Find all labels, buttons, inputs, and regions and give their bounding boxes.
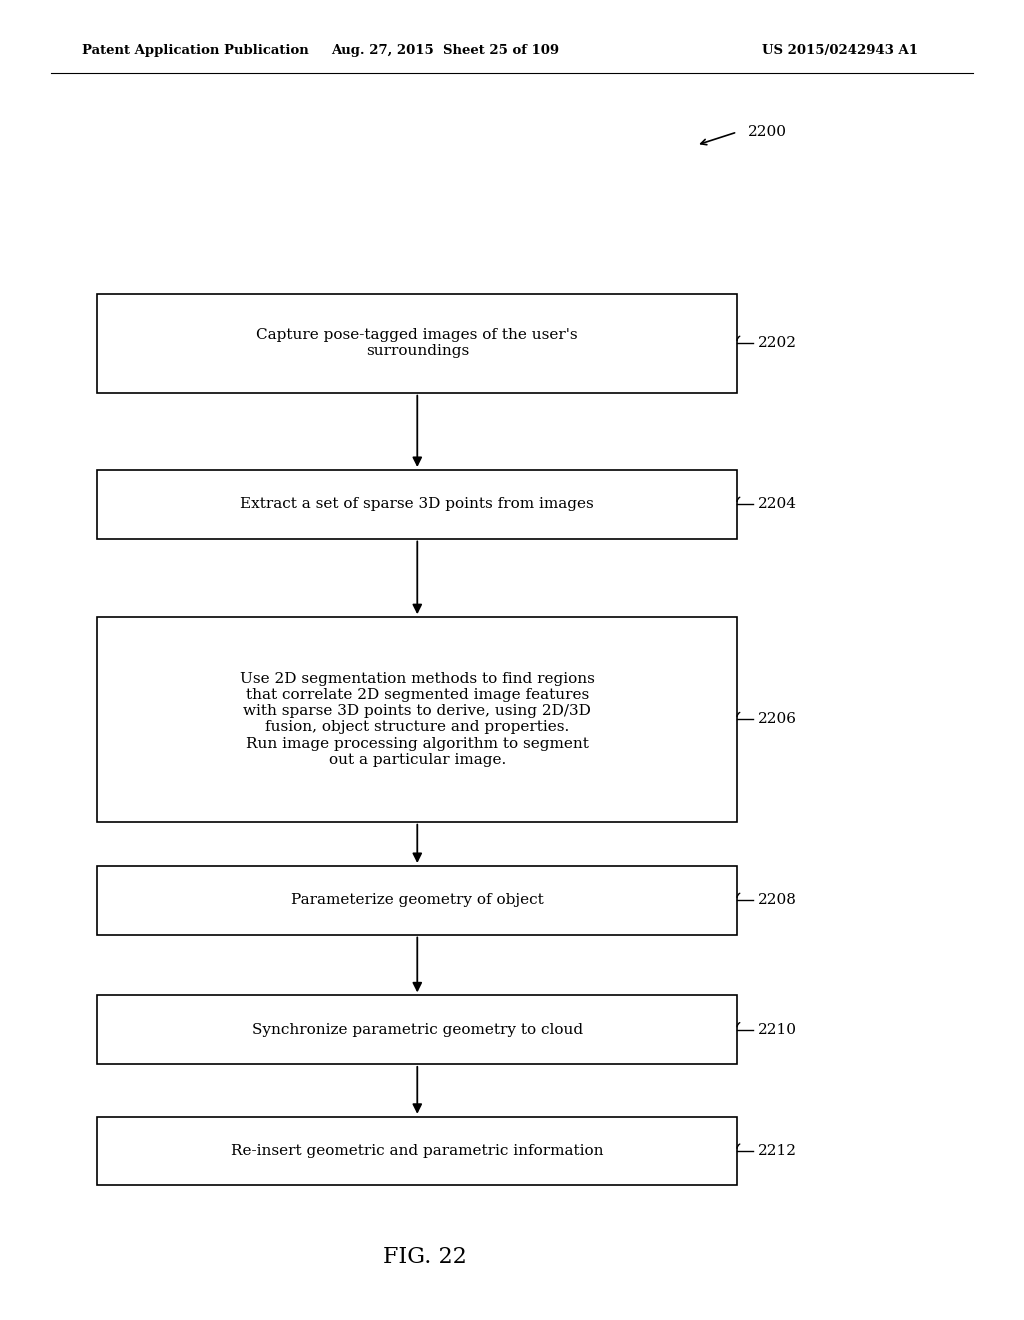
Text: Use 2D segmentation methods to find regions
that correlate 2D segmented image fe: Use 2D segmentation methods to find regi… xyxy=(240,672,595,767)
Text: Capture pose-tagged images of the user's
surroundings: Capture pose-tagged images of the user's… xyxy=(256,329,579,358)
Text: Parameterize geometry of object: Parameterize geometry of object xyxy=(291,894,544,907)
Text: 2202: 2202 xyxy=(758,337,797,350)
Text: 2206: 2206 xyxy=(758,713,797,726)
Text: Synchronize parametric geometry to cloud: Synchronize parametric geometry to cloud xyxy=(252,1023,583,1036)
Bar xyxy=(97,1117,737,1185)
Bar xyxy=(97,995,737,1064)
Bar xyxy=(97,470,737,539)
Text: Extract a set of sparse 3D points from images: Extract a set of sparse 3D points from i… xyxy=(241,498,594,511)
Text: US 2015/0242943 A1: US 2015/0242943 A1 xyxy=(762,44,918,57)
Text: 2210: 2210 xyxy=(758,1023,797,1036)
Text: Aug. 27, 2015  Sheet 25 of 109: Aug. 27, 2015 Sheet 25 of 109 xyxy=(332,44,559,57)
Text: Patent Application Publication: Patent Application Publication xyxy=(82,44,308,57)
Bar xyxy=(97,618,737,821)
Text: 2208: 2208 xyxy=(758,894,797,907)
Bar xyxy=(97,866,737,935)
Text: 2212: 2212 xyxy=(758,1144,797,1158)
Text: Re-insert geometric and parametric information: Re-insert geometric and parametric infor… xyxy=(231,1144,603,1158)
Text: 2200: 2200 xyxy=(748,125,786,139)
Text: FIG. 22: FIG. 22 xyxy=(383,1246,467,1267)
Text: 2204: 2204 xyxy=(758,498,797,511)
Bar xyxy=(97,294,737,393)
